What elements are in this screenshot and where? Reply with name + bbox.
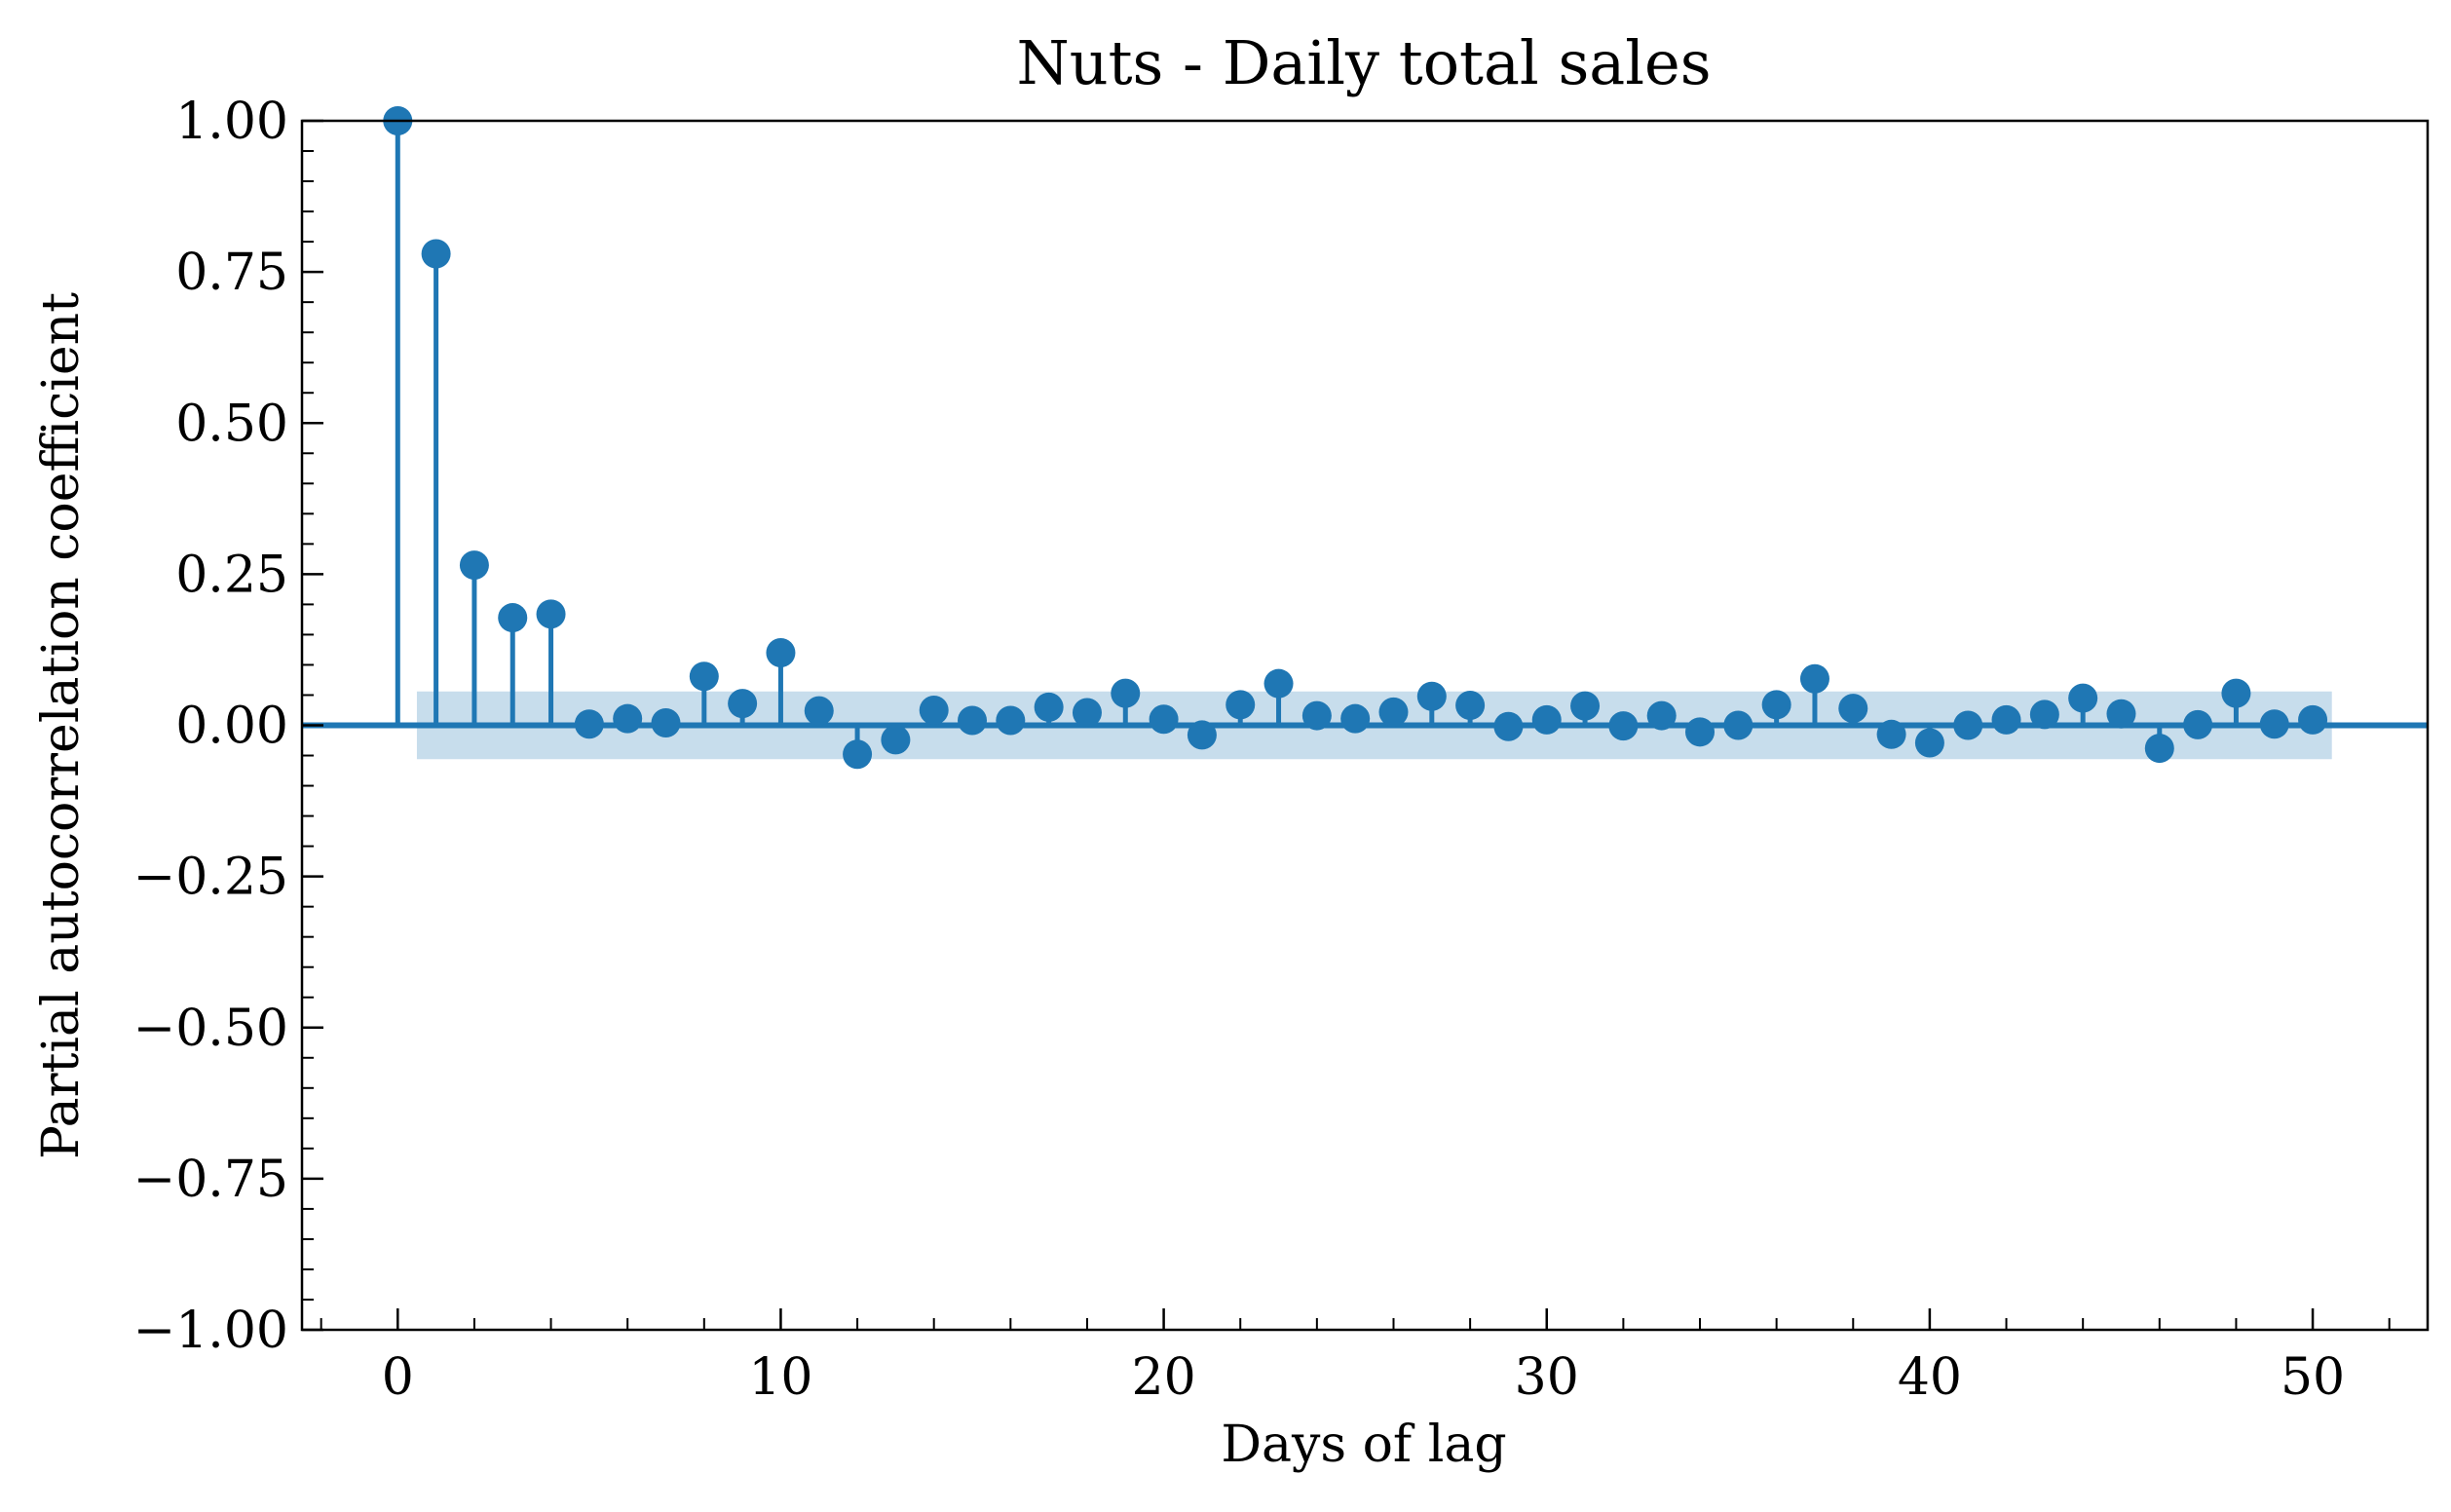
data-point	[1034, 692, 1064, 722]
data-point	[1685, 717, 1716, 747]
data-point	[536, 599, 566, 629]
y-tick-label: 0.25	[175, 546, 288, 604]
data-point	[1340, 703, 1371, 734]
data-point	[1493, 711, 1524, 741]
data-point	[613, 703, 643, 734]
data-point	[958, 705, 988, 736]
y-tick-label: −0.75	[133, 1151, 288, 1209]
data-point	[728, 689, 758, 719]
data-point	[2029, 699, 2059, 730]
data-point	[1838, 694, 1868, 724]
y-tick-label: 1.00	[175, 93, 288, 151]
data-point	[1761, 690, 1791, 720]
data-point	[1531, 704, 1562, 735]
y-tick-label: −1.00	[133, 1302, 288, 1360]
data-point	[1914, 728, 1944, 758]
data-point	[651, 708, 681, 738]
data-point	[1149, 704, 1179, 735]
data-point	[498, 603, 528, 633]
data-point	[1416, 681, 1447, 711]
data-point	[1953, 710, 1983, 740]
data-point	[1263, 668, 1294, 699]
data-point	[1301, 700, 1332, 731]
data-point	[1876, 719, 1906, 749]
x-tick-label: 30	[1515, 1348, 1579, 1407]
data-point	[1072, 698, 1102, 728]
data-point	[2183, 709, 2213, 739]
data-point	[459, 550, 489, 581]
data-point	[881, 725, 911, 755]
data-point	[2068, 683, 2098, 713]
data-point	[1570, 691, 1601, 721]
y-tick-label: 0.50	[175, 395, 288, 453]
data-point	[919, 695, 949, 725]
data-point	[1799, 663, 1829, 694]
data-point	[2144, 734, 2174, 764]
data-point	[804, 696, 834, 726]
data-point	[1226, 690, 1256, 720]
data-point	[421, 239, 451, 269]
y-tick-label: −0.50	[133, 1000, 288, 1058]
data-point	[689, 662, 719, 692]
data-point	[1187, 720, 1217, 750]
y-tick-label: 0.00	[175, 698, 288, 756]
x-tick-label: 0	[382, 1348, 414, 1407]
y-axis-title: Partial autocorrelation coefficient	[32, 292, 91, 1159]
chart-title: Nuts - Daily total sales	[1016, 27, 1711, 98]
data-point	[2259, 709, 2289, 739]
data-point	[1455, 691, 1486, 721]
data-point	[2298, 704, 2328, 735]
data-point	[1608, 711, 1639, 741]
data-point	[2221, 678, 2251, 708]
x-tick-label: 20	[1132, 1348, 1196, 1407]
data-point	[1378, 697, 1409, 727]
data-point	[766, 638, 796, 668]
data-point	[2106, 699, 2136, 729]
data-point	[1991, 704, 2021, 735]
data-point	[1723, 710, 1753, 740]
data-point	[843, 739, 873, 770]
data-point	[1646, 700, 1677, 731]
data-point	[574, 709, 604, 739]
plot-area: 1.00 0.75 0.50 0.25 0.00 −0.25 −0.50 −0.75 −1.00…	[133, 93, 2430, 1407]
y-tick-label: −0.25	[133, 849, 288, 907]
x-tick-label: 40	[1898, 1348, 1962, 1407]
x-tick-label: 10	[748, 1348, 812, 1407]
data-point	[1111, 678, 1141, 708]
x-tick-label: 50	[2281, 1348, 2345, 1407]
data-point	[996, 705, 1026, 736]
x-axis-title: Days of lag	[1221, 1416, 1506, 1474]
y-tick-label: 0.75	[175, 244, 288, 302]
